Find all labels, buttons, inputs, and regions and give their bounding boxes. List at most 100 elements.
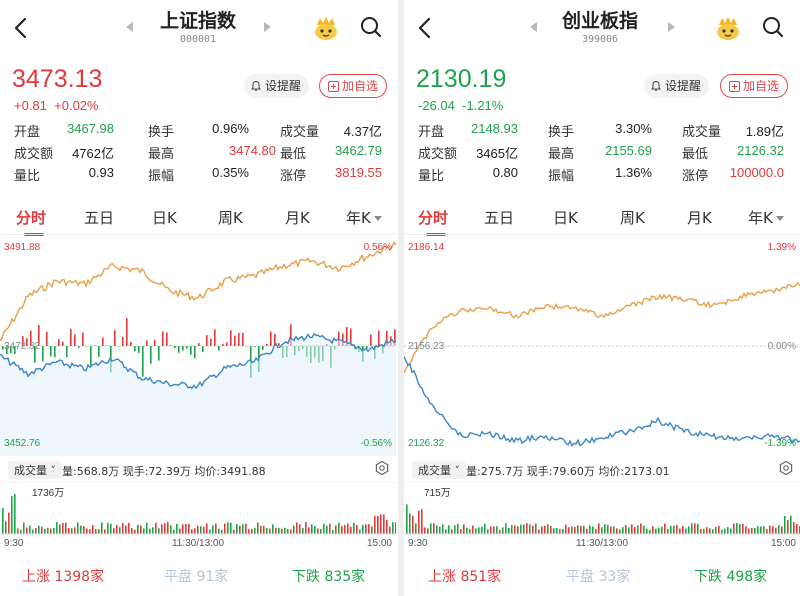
flat-count: 平盘 33家 [566, 566, 630, 586]
volume-tick [158, 346, 160, 361]
prev-index-arrow-icon[interactable] [530, 22, 537, 32]
add-watchlist-button[interactable]: 加自选 [319, 74, 388, 98]
intraday-chart[interactable]: 3491.88 0.56% 3472.32 3452.76 -0.56% [0, 236, 396, 456]
volume-bar [275, 527, 277, 534]
set-alert-label: 设提醒 [265, 79, 302, 93]
volume-tick [122, 336, 124, 346]
crown-mascot-icon[interactable] [312, 14, 340, 42]
volume-bar [505, 523, 507, 534]
crown-mascot-icon[interactable] [714, 14, 742, 42]
volume-bar [532, 525, 534, 534]
volume-bar [730, 528, 732, 534]
tab-intraday[interactable]: 分时 [418, 209, 449, 227]
tab-monthly-k[interactable]: 月K [687, 209, 712, 227]
volume-bars [406, 504, 800, 534]
falling-label: 下跌 [694, 569, 722, 585]
volume-tick [346, 327, 348, 346]
volume-bar [622, 527, 624, 534]
volume-bar [748, 528, 750, 534]
add-watchlist-button[interactable]: 加自选 [720, 74, 789, 98]
search-icon[interactable] [358, 14, 384, 40]
volume-tick [126, 318, 128, 346]
volume-bar [227, 522, 229, 534]
time-end-label: 15:00 [771, 538, 796, 549]
volume-bar [595, 529, 597, 534]
volume-bar [673, 525, 675, 534]
volume-bar [224, 523, 226, 534]
volume-bar [305, 522, 307, 534]
set-alert-button[interactable]: 设提醒 [644, 74, 710, 98]
volume-bar [14, 494, 16, 534]
volume-bar [652, 526, 654, 534]
top-percent-label: 1.39% [768, 242, 796, 253]
chevron-down-icon [775, 216, 784, 221]
set-alert-button[interactable]: 设提醒 [244, 74, 310, 98]
tab-daily-k[interactable]: 日K [152, 209, 177, 227]
volume-tick [118, 346, 120, 347]
volume-tick [130, 341, 132, 346]
next-index-arrow-icon[interactable] [668, 22, 675, 32]
tab-weekly-k[interactable]: 周K [620, 209, 645, 227]
volume-bar [44, 528, 46, 534]
next-index-arrow-icon[interactable] [264, 22, 271, 32]
volume-bar [17, 528, 19, 534]
volume-bar [424, 527, 426, 534]
volume-bar [62, 522, 64, 534]
volume-tick [50, 346, 52, 357]
volume-bar [694, 523, 696, 534]
intraday-chart[interactable]: 2186.14 1.39% 2156.23 0.00% 2126.32 -1.3… [404, 236, 800, 456]
volume-bar [577, 525, 579, 534]
volume-tick [178, 346, 180, 353]
back-arrow-icon[interactable] [10, 12, 34, 44]
mid-price-label: 3472.32 [4, 341, 41, 352]
volume-indicator-select[interactable]: 成交量 ˅ [412, 461, 466, 479]
time-mid-label: 11:30/13:00 [172, 538, 225, 549]
volume-tick [174, 346, 176, 349]
volume-bar [344, 525, 346, 534]
volume-tick [14, 346, 16, 355]
tab-five-day[interactable]: 五日 [84, 209, 115, 227]
volume-bar [580, 525, 582, 534]
volume-bar [544, 525, 546, 534]
volume-bar [751, 527, 753, 534]
volume-bar [790, 515, 792, 534]
volume-tick [134, 346, 136, 352]
tab-yearly-k-wrap[interactable]: 年K [748, 207, 784, 228]
volume-bar [287, 529, 289, 534]
volume-bar [406, 504, 408, 534]
average-price-line [404, 356, 800, 448]
volume-bar [448, 525, 450, 534]
change-percent: -1.21% [462, 98, 504, 113]
volume-bars [2, 494, 396, 534]
volume-chart[interactable]: 715万 9:30 11:30/13:00 15:00 [404, 482, 800, 552]
volume-bar [26, 527, 28, 534]
volume-indicator-select[interactable]: 成交量 ˅ [8, 461, 62, 479]
volume-bar [433, 523, 435, 534]
volume-tick [114, 330, 116, 346]
settings-icon[interactable] [374, 460, 390, 476]
volume-bar [742, 523, 744, 534]
high-value: 3474.80 [229, 143, 276, 158]
volume-bar [203, 526, 205, 534]
tab-five-day[interactable]: 五日 [484, 209, 515, 227]
tab-yearly-k-wrap[interactable]: 年K [346, 207, 382, 228]
settings-icon[interactable] [778, 460, 794, 476]
tab-monthly-k[interactable]: 月K [285, 209, 310, 227]
back-arrow-icon[interactable] [414, 12, 438, 44]
volume-tick [98, 346, 100, 357]
volume-bar [616, 528, 618, 534]
volume-bar [721, 529, 723, 534]
volume-chart[interactable]: 1736万 9:30 11:30/13:00 15:00 [0, 482, 396, 552]
volume-bar [206, 523, 208, 534]
tab-intraday[interactable]: 分时 [16, 209, 47, 227]
tab-weekly-k[interactable]: 周K [218, 209, 243, 227]
index-panel-shanghai: 上证指数 000001 3473.13 +0.81 +0.02% 设提醒 加自选 [0, 0, 396, 596]
tab-daily-k[interactable]: 日K [553, 209, 578, 227]
search-icon[interactable] [760, 14, 786, 40]
volume-bar [83, 526, 85, 534]
volume-bar [610, 526, 612, 534]
volume-bar [412, 515, 414, 534]
volume-bar [421, 509, 423, 534]
prev-index-arrow-icon[interactable] [126, 22, 133, 32]
